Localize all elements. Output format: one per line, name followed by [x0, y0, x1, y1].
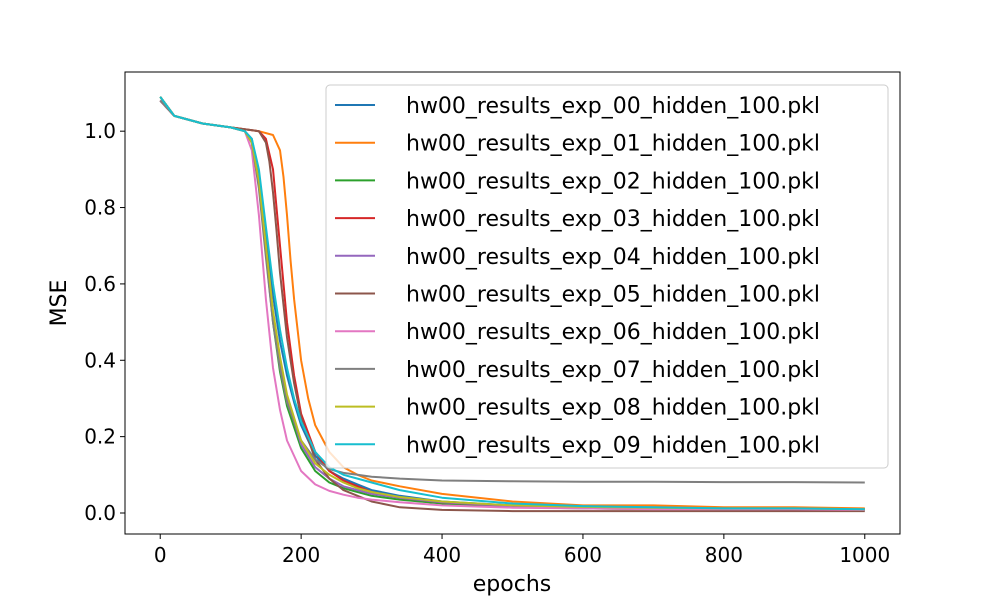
- y-axis: 0.0 0.2 0.4 0.6 0.8 1.0: [84, 119, 125, 525]
- y-tick-label: 0.0: [84, 501, 116, 525]
- series-line-9: [159, 96, 865, 511]
- legend-label-1: hw00_results_exp_01_hidden_100.pkl: [406, 132, 820, 157]
- legend-label-6: hw00_results_exp_06_hidden_100.pkl: [406, 320, 820, 345]
- x-tick-label: 600: [564, 543, 602, 567]
- y-axis-label: MSE: [47, 280, 72, 327]
- y-tick-label: 0.2: [84, 425, 116, 449]
- legend-label-8: hw00_results_exp_08_hidden_100.pkl: [406, 396, 820, 421]
- x-tick-label: 400: [423, 543, 461, 567]
- x-tick-label: 200: [282, 543, 320, 567]
- legend: hw00_results_exp_00_hidden_100.pkl hw00_r…: [325, 84, 889, 469]
- legend-label-5: hw00_results_exp_05_hidden_100.pkl: [406, 283, 820, 308]
- series-layer: [159, 96, 865, 513]
- legend-label-7: hw00_results_exp_07_hidden_100.pkl: [406, 358, 820, 383]
- x-axis-label: epochs: [473, 572, 551, 597]
- y-tick-label: 1.0: [84, 119, 116, 143]
- x-tick-label: 1000: [839, 543, 890, 567]
- y-tick-label: 0.6: [84, 272, 116, 296]
- legend-label-2: hw00_results_exp_02_hidden_100.pkl: [406, 169, 820, 194]
- legend-label-9: hw00_results_exp_09_hidden_100.pkl: [406, 433, 820, 458]
- legend-label-0: hw00_results_exp_00_hidden_100.pkl: [406, 94, 820, 119]
- legend-label-3: hw00_results_exp_03_hidden_100.pkl: [406, 207, 820, 232]
- x-tick-label: 0: [154, 543, 167, 567]
- x-tick-label: 800: [705, 543, 743, 567]
- y-tick-label: 0.8: [84, 196, 116, 220]
- x-axis: 0 200 400 600 800 1000: [154, 534, 890, 567]
- y-tick-label: 0.4: [84, 348, 116, 372]
- legend-label-4: hw00_results_exp_04_hidden_100.pkl: [406, 245, 820, 270]
- legend-box: [325, 84, 889, 469]
- axes-frame: [124, 71, 901, 535]
